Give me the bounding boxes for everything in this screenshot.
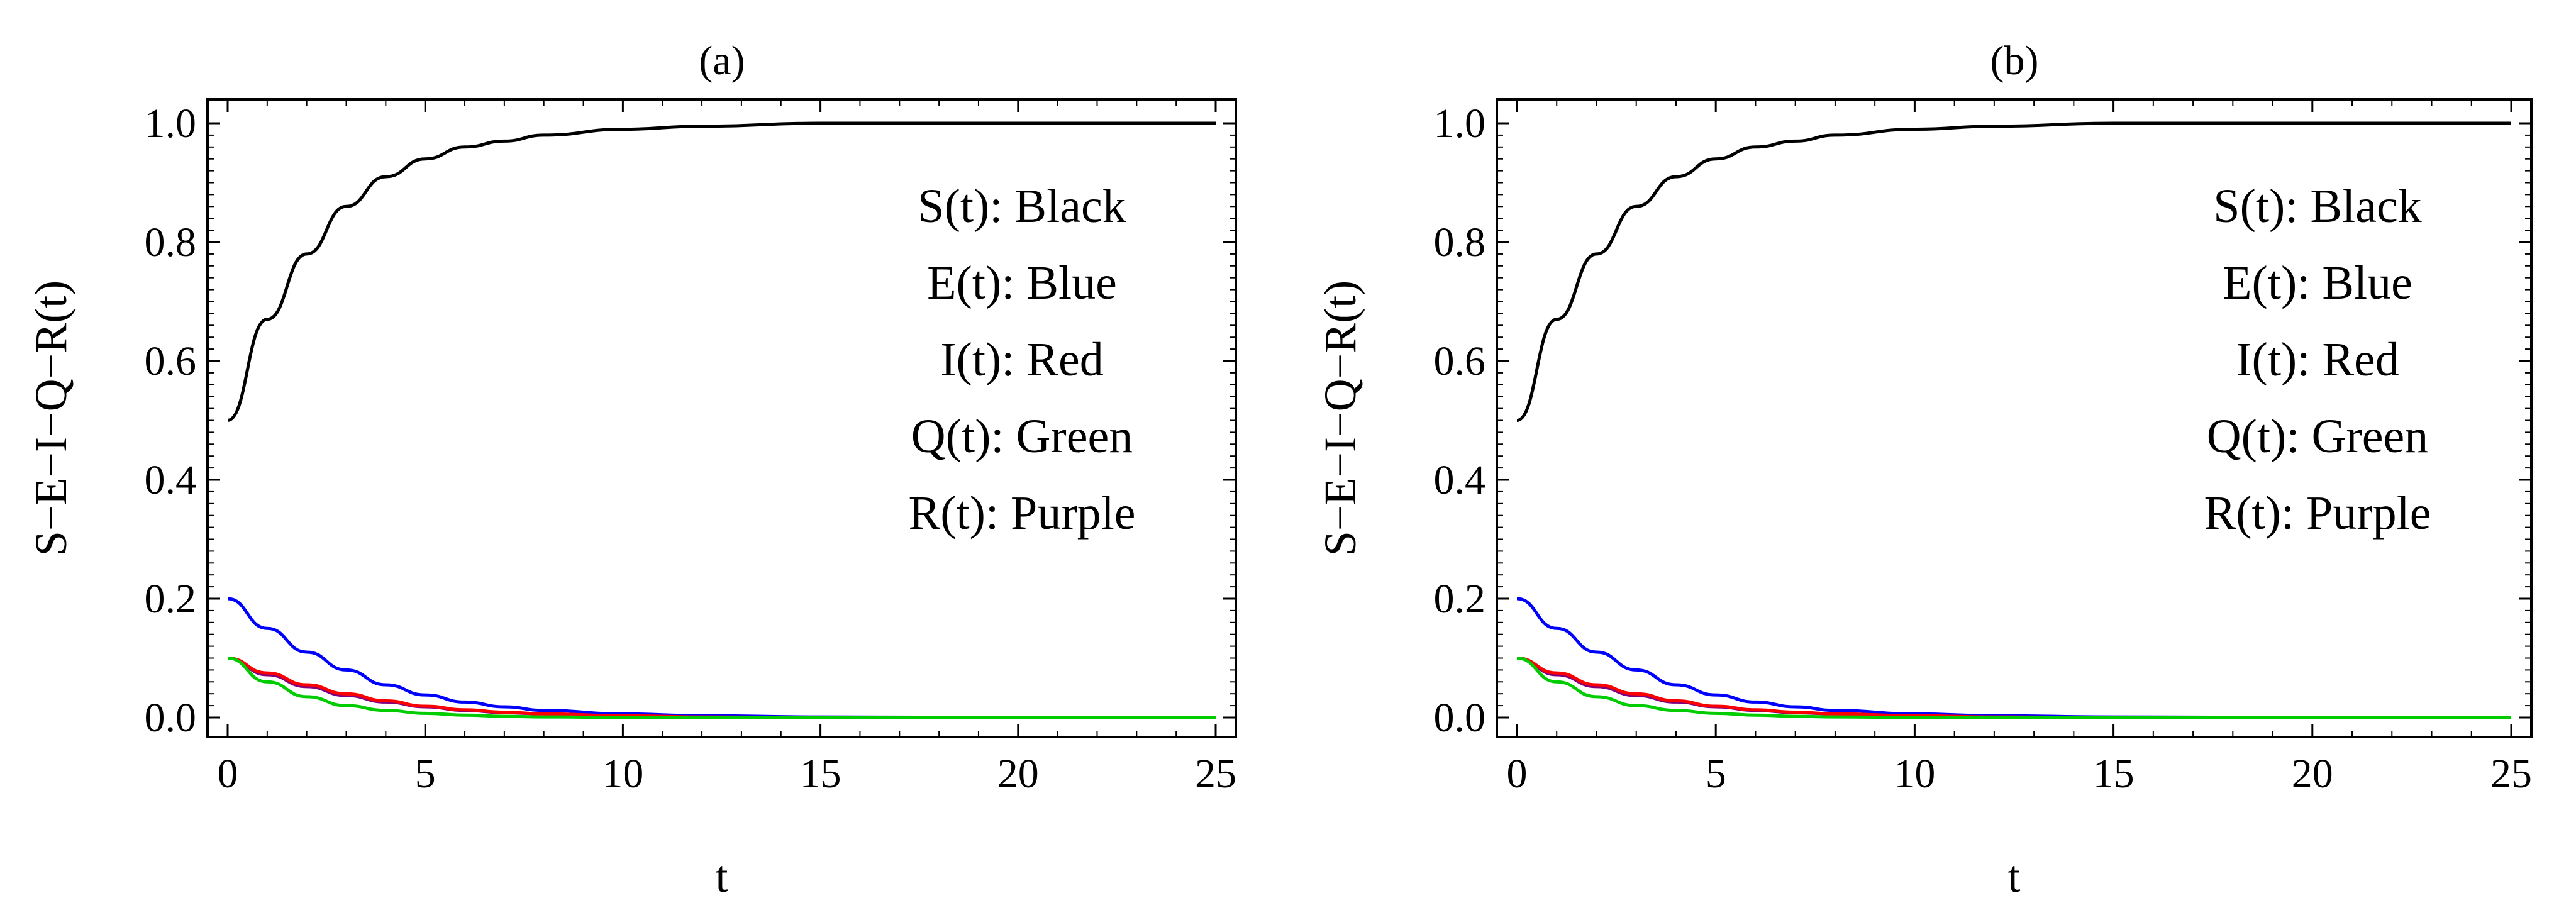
legend-entry: Q(t): Green — [2207, 410, 2428, 463]
series-line-s — [1516, 121, 2511, 422]
panel-b: 0 5 10 15 20 25 0.0 0.2 0.4 0.6 0.8 1.0 t S−E−I−Q−R(t… — [1315, 38, 2533, 902]
legend-entry: E(t): Blue — [927, 257, 1117, 309]
y-tick-label: 0.0 — [145, 695, 197, 741]
y-tick-label: 1.0 — [145, 101, 197, 147]
x-tick-label: 15 — [2093, 751, 2135, 797]
y-tick-label: 0.2 — [1434, 576, 1486, 622]
y-tick-label: 1.0 — [1434, 101, 1486, 147]
y-tick-label: 0.6 — [1434, 338, 1486, 384]
x-tick-label: 0 — [218, 751, 238, 797]
series-line-q — [227, 657, 1216, 719]
x-tick-label: 0 — [1507, 751, 1528, 797]
x-tick-label: 15 — [800, 751, 841, 797]
y-tick-label: 0.6 — [145, 338, 197, 384]
y-tick-label: 0.2 — [145, 576, 197, 622]
y-minor-ticks — [1497, 134, 2531, 707]
x-minor-ticks — [1556, 99, 2472, 737]
x-axis-label: t — [2007, 851, 2020, 902]
x-tick-label: 5 — [415, 751, 436, 797]
series-line-s — [227, 121, 1216, 422]
y-tick-label: 0.0 — [1434, 695, 1486, 741]
y-tick-label: 0.8 — [145, 219, 197, 265]
legend-entry: R(t): Purple — [2204, 487, 2431, 540]
x-tick-label: 20 — [2292, 751, 2333, 797]
y-axis-label: S−E−I−Q−R(t) — [26, 280, 76, 556]
legend-entry: I(t): Red — [2236, 333, 2399, 386]
plot-frame — [206, 98, 1237, 738]
y-tick-label: 0.4 — [145, 457, 197, 503]
panel-title: (a) — [699, 38, 745, 84]
legend-entry: E(t): Blue — [2223, 257, 2412, 309]
series-line-q — [1516, 657, 2511, 719]
legend-entry: I(t): Red — [940, 333, 1104, 386]
x-tick-label: 25 — [2490, 751, 2532, 797]
y-minor-ticks — [208, 134, 1236, 707]
legend-entry: S(t): Black — [2213, 180, 2421, 233]
y-tick-label: 0.4 — [1434, 457, 1486, 503]
legend-entry: R(t): Purple — [909, 487, 1136, 540]
panel-a: 0 5 10 15 20 25 0.0 0.2 0.4 0.6 0.8 1.0 t S−E−I−Q−R(t… — [26, 38, 1237, 902]
panel-title: (b) — [1990, 38, 2039, 84]
y-axis-label: S−E−I−Q−R(t) — [1315, 280, 1365, 556]
x-tick-label: 25 — [1195, 751, 1236, 797]
legend-entry: Q(t): Green — [911, 410, 1133, 463]
plot-frame — [1496, 98, 2533, 738]
legend-entry: S(t): Black — [918, 180, 1126, 233]
x-tick-label: 10 — [602, 751, 643, 797]
x-minor-ticks — [266, 99, 1177, 737]
y-tick-label: 0.8 — [1434, 219, 1486, 265]
x-tick-label: 20 — [997, 751, 1039, 797]
x-tick-label: 5 — [1706, 751, 1726, 797]
x-axis-label: t — [715, 851, 728, 902]
x-tick-label: 10 — [1894, 751, 1935, 797]
